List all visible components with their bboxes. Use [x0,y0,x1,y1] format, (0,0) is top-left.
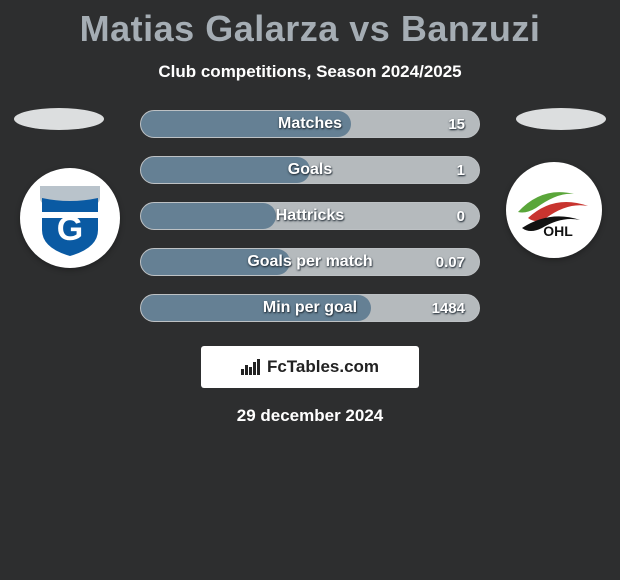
stat-value: 0.07 [436,254,465,271]
stat-label: Hattricks [276,207,344,225]
stat-label: Goals per match [247,253,372,271]
comparison-card: Matias Galarza vs Banzuzi Club competiti… [0,0,620,580]
stat-label: Goals [288,161,332,179]
stat-label: Min per goal [263,299,357,317]
stat-row-gpm: Goals per match 0.07 [140,248,480,276]
svg-text:G: G [57,210,83,248]
stat-fill [141,157,310,183]
oval-right [516,108,606,130]
ohl-swoosh-icon: OHL [514,180,594,240]
stat-label: Matches [278,115,342,133]
genk-shield-icon: G [35,178,105,258]
oval-left [14,108,104,130]
svg-text:OHL: OHL [543,223,573,239]
page-title: Matias Galarza vs Banzuzi [0,0,620,50]
content-area: G OHL Matches 15 Goals 1 [0,110,620,426]
page-subtitle: Club competitions, Season 2024/2025 [0,62,620,82]
stat-value: 0 [457,208,465,225]
stat-value: 15 [448,116,465,133]
footer-date: 29 december 2024 [0,406,620,426]
stat-row-hattricks: Hattricks 0 [140,202,480,230]
team-badge-right: OHL [506,162,602,258]
team-badge-left: G [20,168,120,268]
stat-row-goals: Goals 1 [140,156,480,184]
stat-value: 1484 [432,300,465,317]
stat-fill [141,203,276,229]
brand-text: FcTables.com [267,357,379,377]
stat-row-matches: Matches 15 [140,110,480,138]
stats-list: Matches 15 Goals 1 Hattricks 0 Goals per… [140,110,480,322]
brand-box[interactable]: FcTables.com [201,346,419,388]
stat-value: 1 [457,162,465,179]
stat-row-mpg: Min per goal 1484 [140,294,480,322]
bar-chart-icon [241,359,261,375]
